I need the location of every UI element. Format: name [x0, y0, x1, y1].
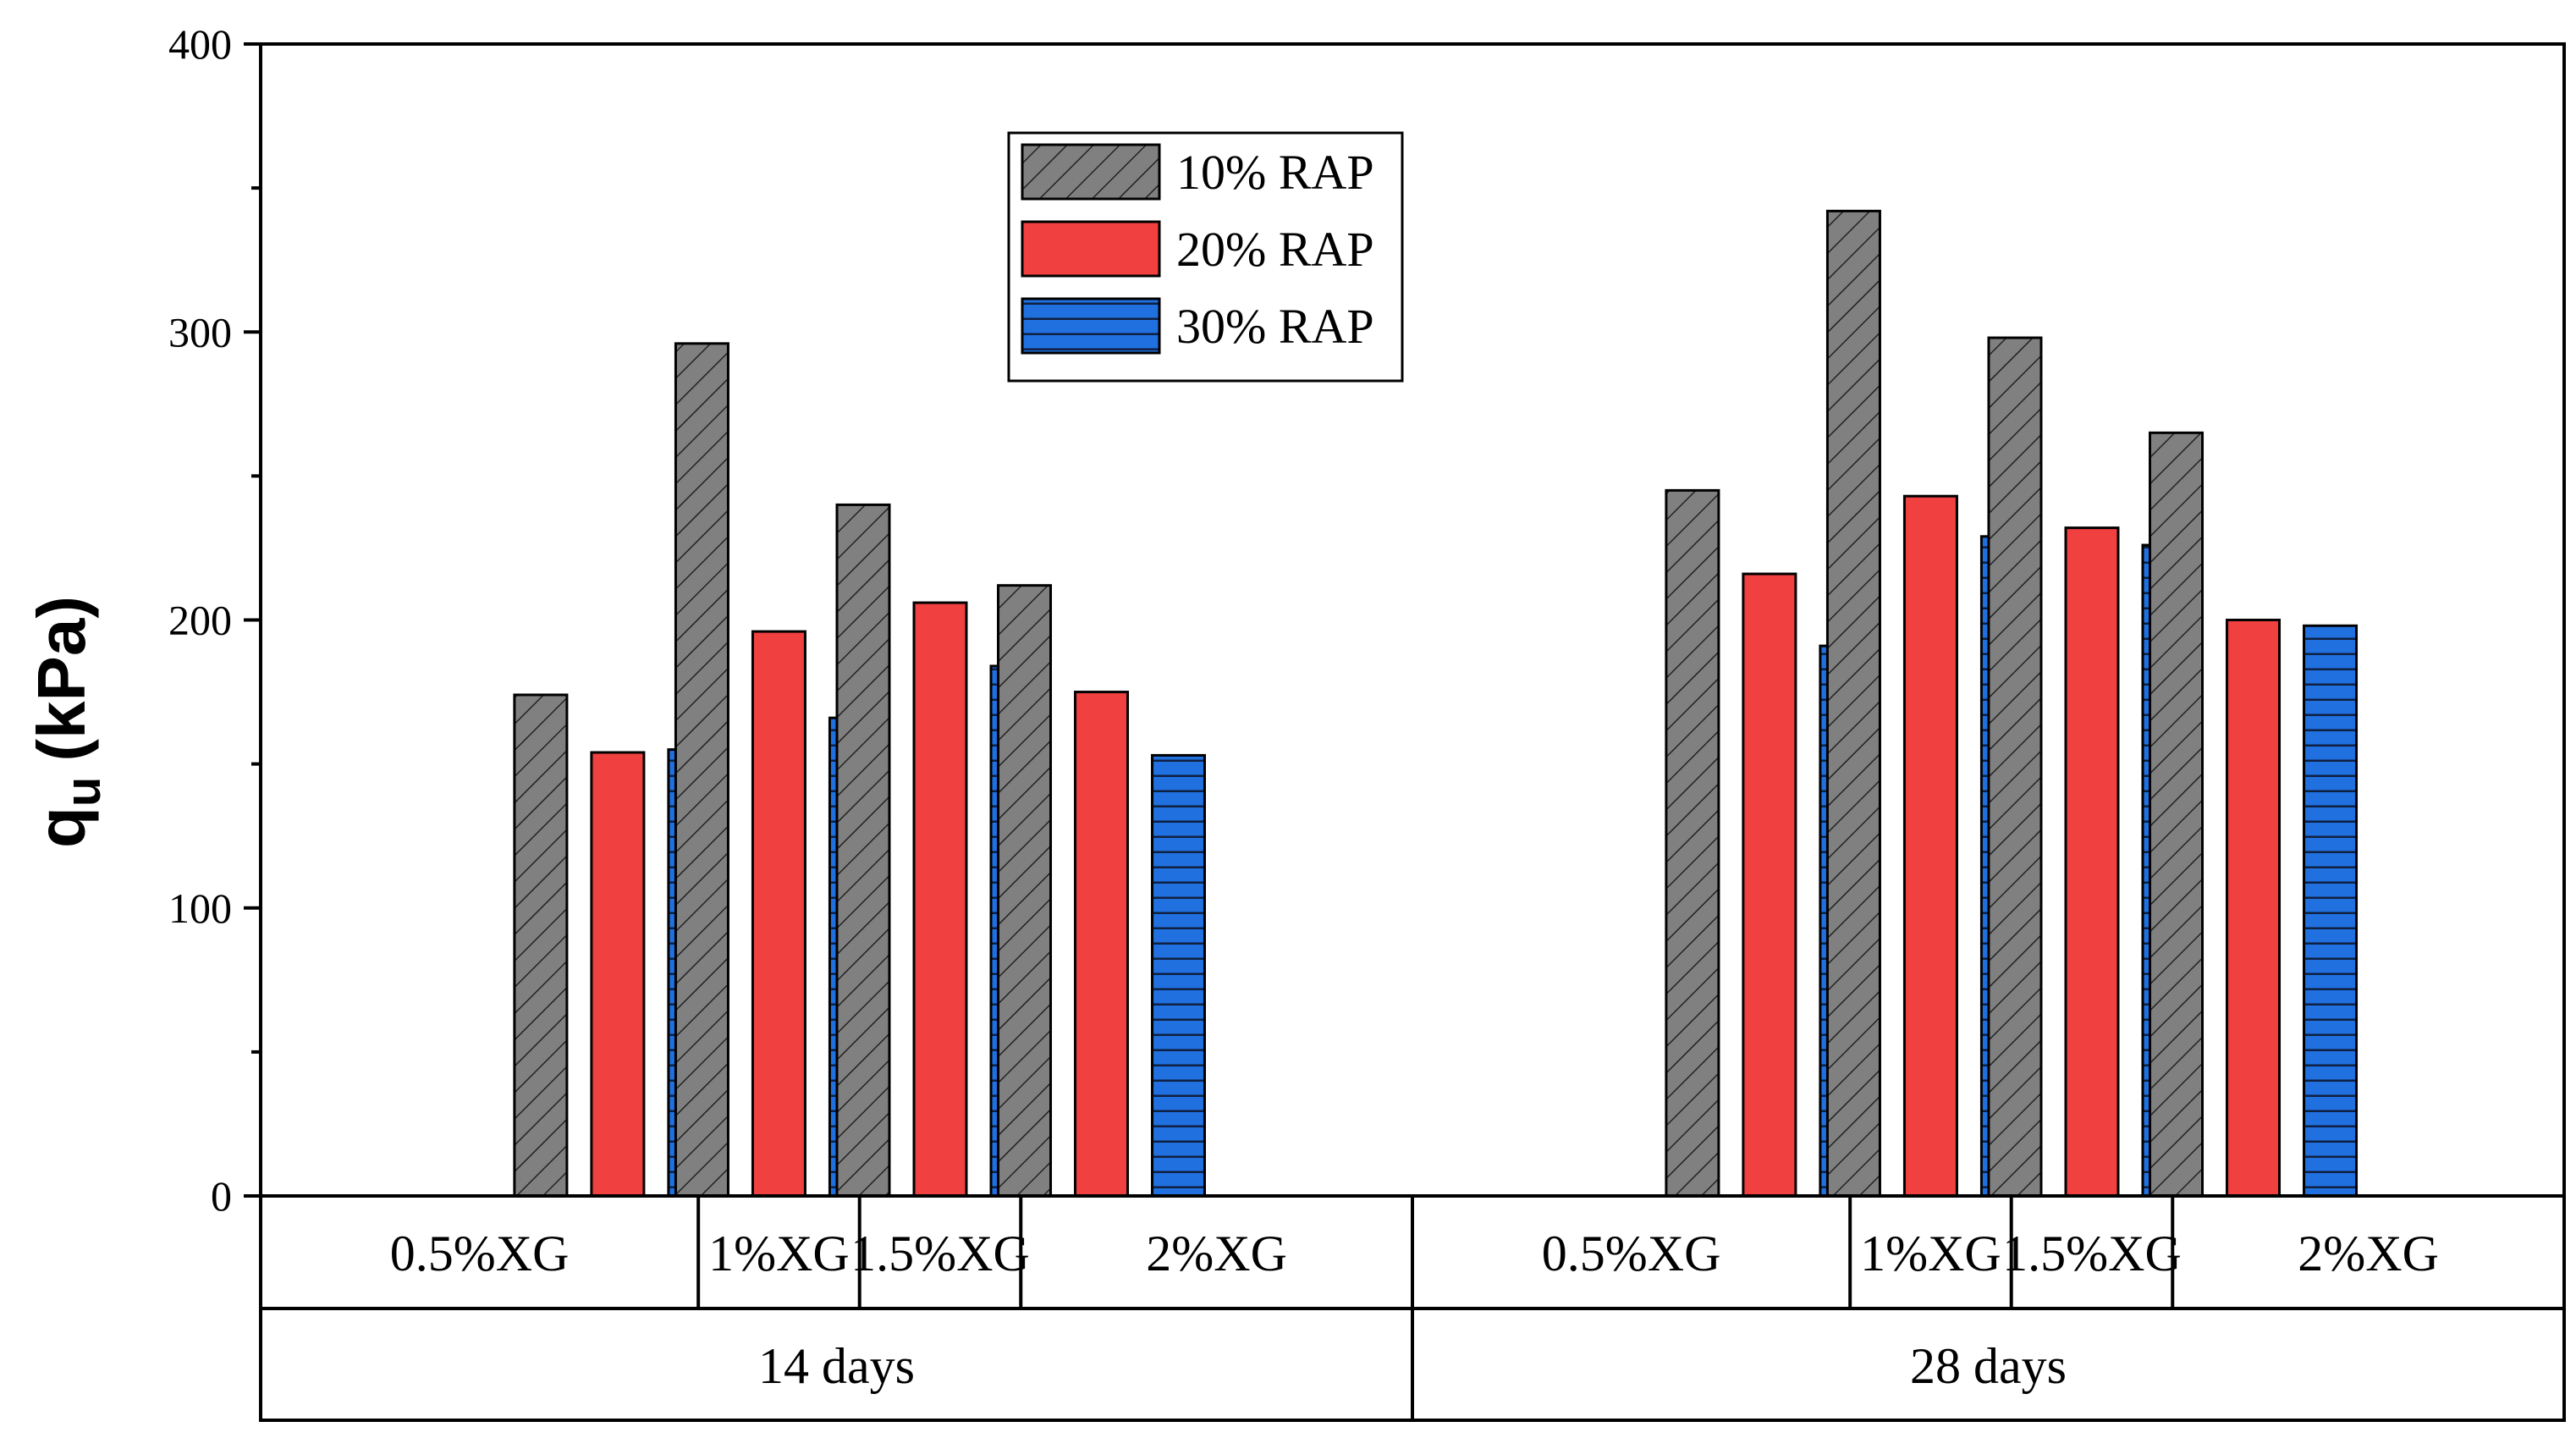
- bar: [1665, 488, 1720, 1198]
- category-label: 1.5%XG: [2002, 1226, 2182, 1281]
- bar: [912, 601, 968, 1198]
- y-tick-label: 100: [168, 884, 232, 932]
- legend-swatch: [1021, 143, 1161, 201]
- y-tick-label: 400: [168, 20, 232, 68]
- bar: [1987, 336, 2043, 1198]
- bar: [1902, 494, 1958, 1198]
- bar: [1151, 753, 1207, 1198]
- legend-label: 30% RAP: [1176, 299, 1374, 354]
- bar: [674, 342, 729, 1198]
- legend-label: 10% RAP: [1176, 145, 1374, 200]
- group-label: 14 days: [758, 1338, 915, 1394]
- bar: [835, 503, 891, 1198]
- bar: [2226, 619, 2282, 1198]
- bar: [2149, 431, 2204, 1198]
- y-axis-label: qu (kPa): [24, 596, 111, 848]
- legend-label: 20% RAP: [1176, 222, 1374, 277]
- bar: [1742, 572, 1797, 1198]
- group-label: 28 days: [1910, 1338, 2067, 1394]
- category-label: 2%XG: [2298, 1226, 2439, 1281]
- y-axis-label-sub: u: [56, 777, 111, 807]
- y-axis-label-main: q: [24, 807, 99, 848]
- legend-swatch: [1021, 297, 1161, 355]
- bar: [513, 693, 569, 1198]
- y-tick-label: 300: [168, 308, 232, 355]
- category-label: 1%XG: [1860, 1226, 2001, 1281]
- bar: [2303, 624, 2359, 1198]
- bar: [590, 751, 646, 1198]
- y-axis-label-unit: (kPa): [24, 596, 99, 762]
- bar: [1074, 691, 1130, 1198]
- bar: [997, 584, 1053, 1198]
- category-label: 1.5%XG: [850, 1226, 1030, 1281]
- category-label: 2%XG: [1146, 1226, 1287, 1281]
- y-tick-label: 200: [168, 597, 232, 644]
- legend-swatch: [1021, 220, 1161, 278]
- bar: [751, 630, 806, 1198]
- y-tick-label: 0: [211, 1172, 232, 1220]
- category-label: 0.5%XG: [1542, 1226, 1721, 1281]
- legend: 10% RAP 20% RAP 30% RAP: [1007, 131, 1404, 383]
- bars: [513, 209, 2359, 1198]
- category-label: 1%XG: [708, 1226, 850, 1281]
- bar: [1825, 209, 1881, 1198]
- category-label: 0.5%XG: [390, 1226, 570, 1281]
- bar: [2064, 526, 2120, 1198]
